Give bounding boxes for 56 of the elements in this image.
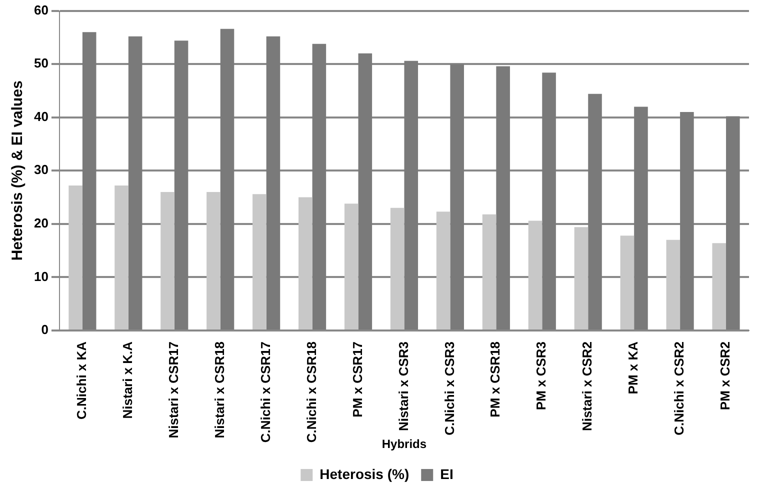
x-tick-label: PM x KA bbox=[626, 340, 641, 394]
x-tick-label: C.Nichi x CSR18 bbox=[304, 341, 319, 443]
x-tick-label: PM x CSR3 bbox=[534, 341, 549, 410]
bar bbox=[82, 32, 96, 330]
y-tick-label: 40 bbox=[34, 108, 48, 124]
y-tick-label: 30 bbox=[34, 162, 48, 178]
legend-label: EI bbox=[440, 466, 454, 482]
bar bbox=[174, 40, 188, 330]
legend-label: Heterosis (%) bbox=[320, 466, 410, 482]
bar bbox=[620, 236, 634, 330]
bar bbox=[68, 186, 82, 330]
x-axis-title: Hybrids bbox=[382, 437, 427, 452]
bar bbox=[344, 204, 358, 330]
y-tick-label: 20 bbox=[34, 215, 48, 230]
x-tick-label: Nistari x CSR3 bbox=[396, 341, 411, 432]
bar bbox=[128, 36, 142, 330]
y-axis-title: Heterosis (%) & EI values bbox=[9, 80, 26, 261]
x-tick-label: C.Nichi x CSR3 bbox=[442, 341, 457, 436]
bar bbox=[588, 94, 602, 330]
x-tick-label: Nistari x K.A bbox=[120, 340, 135, 419]
y-tick-label: 60 bbox=[34, 2, 48, 18]
x-tick-label: PM x CSR17 bbox=[350, 341, 365, 418]
bar bbox=[404, 60, 418, 330]
y-tick-label: 0 bbox=[41, 322, 48, 338]
bar bbox=[574, 227, 588, 330]
bar bbox=[252, 194, 266, 330]
bar bbox=[436, 212, 450, 330]
bar bbox=[680, 112, 694, 330]
bar bbox=[206, 192, 220, 330]
bar bbox=[266, 36, 280, 330]
x-tick-label: C.Nichi x CSR17 bbox=[258, 341, 273, 443]
x-tick-label: Nistari x CSR2 bbox=[580, 341, 595, 432]
x-tick-label: C.Nichi x CSR2 bbox=[672, 341, 687, 436]
bar bbox=[312, 44, 326, 330]
bar bbox=[528, 220, 542, 330]
bar bbox=[114, 186, 128, 330]
x-tick-label: Nistari x CSR17 bbox=[166, 341, 181, 438]
bar bbox=[496, 66, 510, 330]
bar bbox=[712, 243, 726, 330]
bar bbox=[542, 72, 556, 330]
x-tick-label: PM x CSR2 bbox=[718, 341, 733, 410]
x-tick-label: Nistari x CSR18 bbox=[212, 341, 227, 438]
bar bbox=[634, 106, 648, 330]
bar bbox=[390, 208, 404, 330]
y-tick-label: 50 bbox=[34, 56, 48, 71]
bar bbox=[666, 240, 680, 330]
bar bbox=[482, 214, 496, 330]
bar bbox=[220, 28, 234, 330]
bar bbox=[726, 116, 740, 330]
y-tick-label: 10 bbox=[34, 268, 48, 284]
x-tick-label: PM x CSR18 bbox=[488, 341, 503, 418]
x-tick-label: C.Nichi x KA bbox=[74, 340, 90, 420]
bar bbox=[160, 192, 174, 330]
bar bbox=[450, 64, 464, 330]
bar bbox=[298, 197, 312, 330]
bar bbox=[358, 53, 372, 330]
